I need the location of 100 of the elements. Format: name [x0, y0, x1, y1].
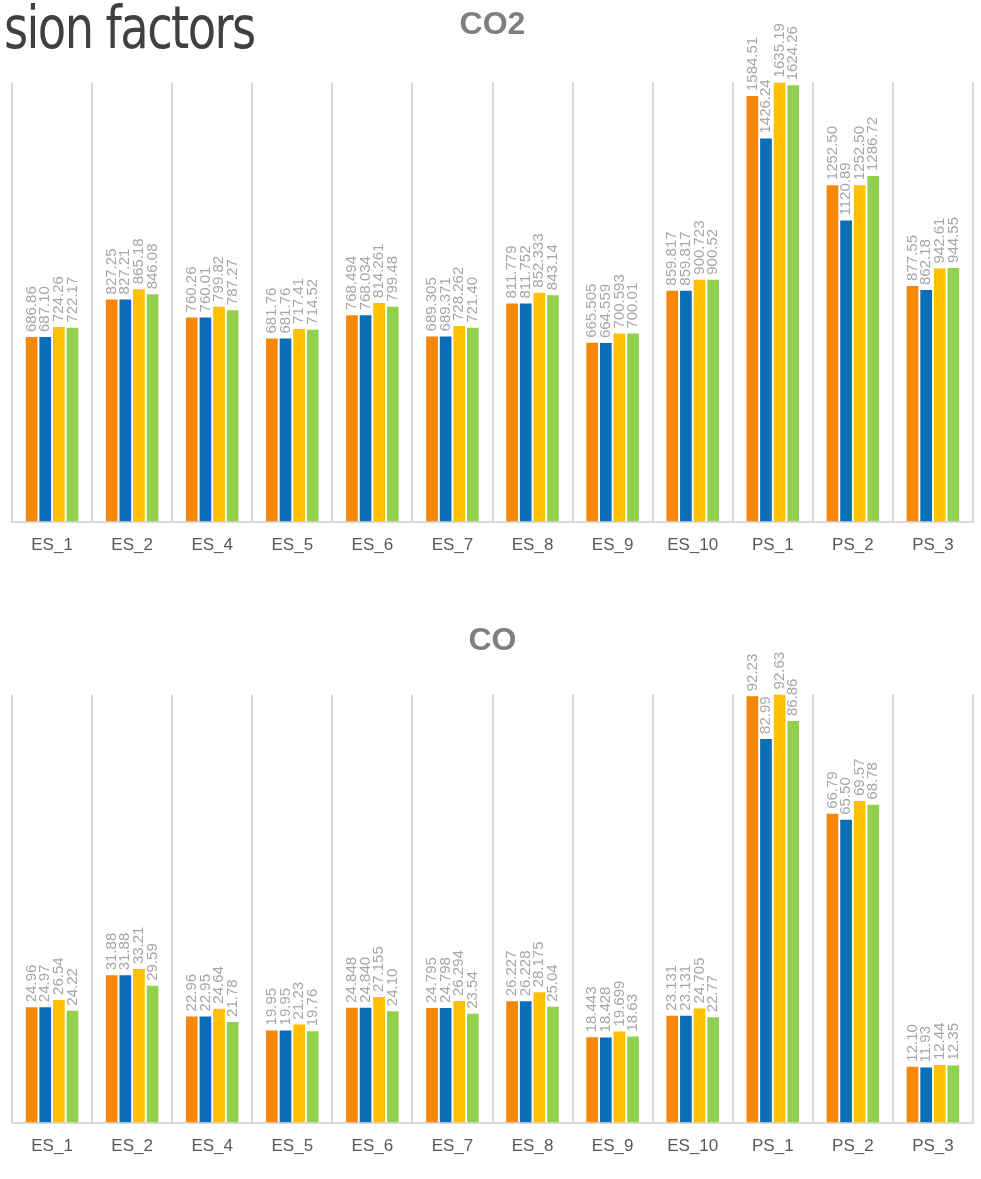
bar [947, 267, 960, 522]
bar [613, 1031, 626, 1123]
bar [840, 819, 852, 1123]
bar [185, 1016, 198, 1123]
bar [185, 317, 198, 522]
bar [519, 1001, 532, 1123]
bar [306, 1031, 319, 1123]
chart-title: CO [468, 621, 517, 658]
bar [293, 1024, 305, 1123]
bar [867, 804, 880, 1123]
bar [306, 329, 319, 522]
x-tick-label: ES_4 [191, 1136, 234, 1156]
bar [506, 303, 518, 522]
bar [346, 315, 358, 522]
bar [439, 336, 452, 522]
bar [359, 1007, 372, 1123]
bar [426, 1007, 438, 1123]
bar [386, 1011, 399, 1123]
bar [293, 328, 305, 522]
x-tick-label: ES_6 [351, 1136, 394, 1156]
bar [426, 336, 438, 522]
bar [519, 303, 532, 522]
bar [373, 302, 386, 522]
bar [53, 327, 65, 522]
x-tick-label: ES_5 [271, 535, 314, 555]
bar [906, 1066, 919, 1123]
bar [826, 813, 839, 1123]
bar [693, 1008, 706, 1123]
bar [707, 1017, 719, 1123]
bar [119, 299, 132, 522]
bar [226, 310, 239, 522]
chart-title: CO2 [459, 5, 526, 42]
x-tick-label: PS_1 [751, 535, 794, 555]
bar [760, 738, 772, 1123]
bar [826, 185, 839, 522]
data-label: 82.99 [756, 696, 774, 734]
bar [867, 176, 880, 522]
bar [266, 1030, 278, 1123]
bar [586, 1037, 599, 1123]
bar [467, 327, 479, 522]
bar [746, 696, 759, 1123]
x-tick-label: ES_1 [31, 535, 73, 555]
bar [213, 306, 225, 522]
x-tick-label: ES_9 [591, 535, 634, 555]
bar [39, 1007, 52, 1123]
data-label: 92.23 [742, 653, 760, 692]
bar [386, 306, 399, 522]
bar [547, 295, 559, 522]
x-tick-label: ES_5 [271, 1136, 314, 1156]
x-tick-label: ES_8 [511, 1136, 554, 1156]
bar [947, 1065, 960, 1123]
bar [453, 325, 466, 522]
bar [599, 343, 612, 522]
bar [119, 975, 132, 1123]
bar [773, 694, 786, 1123]
bar [439, 1007, 452, 1123]
bar [25, 337, 38, 522]
bar [373, 997, 386, 1123]
bar [853, 801, 866, 1123]
x-tick-label: ES_2 [111, 1136, 153, 1156]
bar [146, 294, 159, 522]
bar [693, 279, 706, 522]
bar [199, 317, 212, 522]
x-tick-label: PS_2 [832, 535, 874, 555]
x-tick-label: ES_1 [31, 1136, 73, 1156]
bar [707, 279, 719, 522]
bar [613, 333, 626, 522]
bar [586, 342, 599, 522]
x-tick-label: ES_9 [591, 1136, 634, 1156]
bar [133, 289, 145, 522]
bar [66, 1010, 79, 1123]
bar [853, 185, 866, 522]
text: sion factors [4, 0, 255, 62]
bar [933, 1065, 946, 1123]
bar [787, 85, 800, 522]
x-tick-label: PS_3 [912, 535, 954, 555]
bar [746, 96, 759, 522]
x-tick-label: PS_2 [832, 1136, 874, 1156]
bar [933, 268, 946, 522]
x-tick-label: ES_10 [667, 535, 719, 555]
bar [920, 290, 933, 522]
bar [133, 969, 145, 1123]
bar [105, 975, 118, 1123]
bar [627, 333, 639, 522]
bar [627, 1036, 639, 1123]
x-tick-label: ES_6 [351, 535, 394, 555]
x-tick-label: PS_1 [751, 1136, 794, 1156]
bar [547, 1006, 559, 1123]
bar [359, 315, 372, 522]
bar [66, 327, 79, 522]
bar [666, 290, 679, 522]
x-tick-label: ES_7 [431, 535, 474, 555]
bar [279, 1030, 292, 1123]
bar [773, 82, 786, 522]
bar [467, 1013, 479, 1123]
bar [146, 985, 159, 1123]
x-tick-label: PS_3 [912, 1136, 954, 1156]
x-tick-label: ES_2 [111, 535, 153, 555]
x-tick-label: ES_7 [431, 1136, 474, 1156]
bar [680, 290, 692, 522]
